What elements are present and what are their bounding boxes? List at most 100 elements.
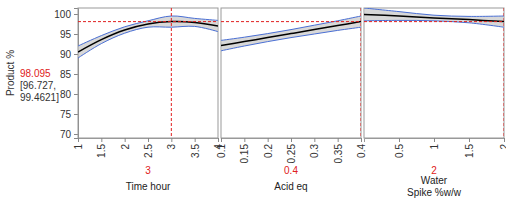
x-tick-mark xyxy=(504,138,505,142)
prediction-curve xyxy=(78,22,218,52)
x-tick-mark xyxy=(361,138,362,142)
y-tick-label: 75 xyxy=(60,109,72,120)
x-tick: 0.3 xyxy=(309,138,320,158)
x-axis-title: Spike %w/w xyxy=(407,187,462,198)
prediction-line xyxy=(364,21,504,22)
current-line[interactable] xyxy=(504,8,505,138)
prediction-curve xyxy=(221,22,361,46)
current-line[interactable] xyxy=(171,8,172,138)
x-tick-label: 2 xyxy=(499,144,506,150)
y-tick: 95 xyxy=(60,29,78,40)
x-tick-label: 0.1 xyxy=(216,144,227,158)
band-lower xyxy=(221,27,361,51)
x-tick: 0.25 xyxy=(286,138,297,163)
panel-plot xyxy=(364,8,504,138)
x-tick-mark xyxy=(78,138,79,142)
x-axis-line xyxy=(79,139,219,143)
x-tick: 0.4 xyxy=(356,138,367,158)
y-tick-label: 80 xyxy=(60,89,72,100)
x-tick-mark xyxy=(101,138,102,142)
current-value[interactable]: 0.4 xyxy=(284,165,298,176)
x-tick-mark xyxy=(314,138,315,142)
x-tick-label: 1 xyxy=(73,144,84,150)
x-tick: 2 xyxy=(499,138,506,150)
current-line[interactable] xyxy=(361,8,362,138)
band-lower xyxy=(364,20,504,27)
x-tick-mark xyxy=(434,138,435,142)
y-tick-mark xyxy=(74,34,78,35)
y-tick: 80 xyxy=(60,89,78,100)
y-tick-label: 100 xyxy=(54,9,71,20)
x-tick-label: 1.5 xyxy=(96,144,107,158)
x-tick: 0.15 xyxy=(239,138,250,163)
y-axis-title: Product % xyxy=(5,50,16,96)
chart: 707580859095100Product %98.095[96.727,99… xyxy=(0,0,506,199)
prediction-curve xyxy=(364,14,504,21)
x-tick-label: 2.5 xyxy=(143,144,154,158)
x-axis: 0.5 1 1.5 2 xyxy=(365,138,506,158)
x-tick-mark xyxy=(268,138,269,142)
y-tick-label: 90 xyxy=(60,49,72,60)
x-axis-line xyxy=(222,139,362,143)
y-tick-mark xyxy=(74,14,78,15)
x-tick-label: 3 xyxy=(166,144,177,150)
x-tick: 2.5 xyxy=(143,138,154,158)
band-upper xyxy=(221,16,361,40)
prediction-value: 98.095 xyxy=(20,68,51,79)
x-tick-mark xyxy=(244,138,245,142)
y-tick-mark xyxy=(74,134,78,135)
x-tick-label: 0.35 xyxy=(333,144,344,164)
band-lower xyxy=(78,26,218,58)
y-tick-label: 95 xyxy=(60,29,72,40)
confidence-band xyxy=(78,16,218,58)
y-tick: 90 xyxy=(60,49,78,60)
x-tick-label: 2 xyxy=(120,144,131,150)
x-axis-title: Acid eq xyxy=(274,181,307,192)
y-tick: 70 xyxy=(60,129,78,140)
x-tick-label: 0.4 xyxy=(356,144,367,158)
x-tick-mark xyxy=(338,138,339,142)
prediction-line xyxy=(221,21,361,22)
y-tick: 75 xyxy=(60,109,78,120)
x-axis-line xyxy=(365,139,505,143)
x-tick-label: 0.5 xyxy=(394,144,405,158)
panel-plot xyxy=(221,8,361,138)
prediction-interval: [96.727, xyxy=(20,80,56,91)
y-tick-mark xyxy=(74,54,78,55)
x-tick-mark xyxy=(291,138,292,142)
y-tick-mark xyxy=(74,114,78,115)
x-tick-mark xyxy=(171,138,172,142)
prediction-interval: 99.4621] xyxy=(20,92,59,103)
y-tick-mark xyxy=(74,94,78,95)
x-tick: 0.2 xyxy=(263,138,274,158)
x-tick-mark xyxy=(125,138,126,142)
x-tick: 1.5 xyxy=(464,138,475,158)
y-tick: 100 xyxy=(54,9,78,20)
x-axis: 0.1 0.15 0.2 0.25 0.3 0.35 0.4 xyxy=(216,138,367,163)
x-tick-label: 0.15 xyxy=(239,144,250,164)
x-tick-mark xyxy=(195,138,196,142)
x-axis-title: Time hour xyxy=(126,181,171,192)
x-tick-mark xyxy=(221,138,222,142)
confidence-band xyxy=(364,8,504,27)
x-tick: 0.5 xyxy=(394,138,405,158)
y-tick-mark xyxy=(74,74,78,75)
x-tick: 3 xyxy=(166,138,177,150)
x-tick: 1 xyxy=(73,138,84,150)
confidence-band xyxy=(221,16,361,51)
prediction-line xyxy=(78,21,218,22)
x-tick-mark xyxy=(399,138,400,142)
x-tick: 0.1 xyxy=(216,138,227,158)
x-tick-mark xyxy=(148,138,149,142)
x-tick: 2 xyxy=(120,138,131,150)
panel-frame xyxy=(221,8,361,138)
current-value[interactable]: 3 xyxy=(145,165,151,176)
x-tick-label: 3.5 xyxy=(190,144,201,158)
panel-frame xyxy=(78,8,218,138)
panel-frame xyxy=(364,8,504,138)
x-axis: 11.522.533.54 xyxy=(73,138,224,158)
x-tick: 1 xyxy=(429,138,440,150)
x-tick-mark xyxy=(469,138,470,142)
x-tick-label: 0.25 xyxy=(286,144,297,164)
x-tick-label: 1 xyxy=(429,144,440,150)
